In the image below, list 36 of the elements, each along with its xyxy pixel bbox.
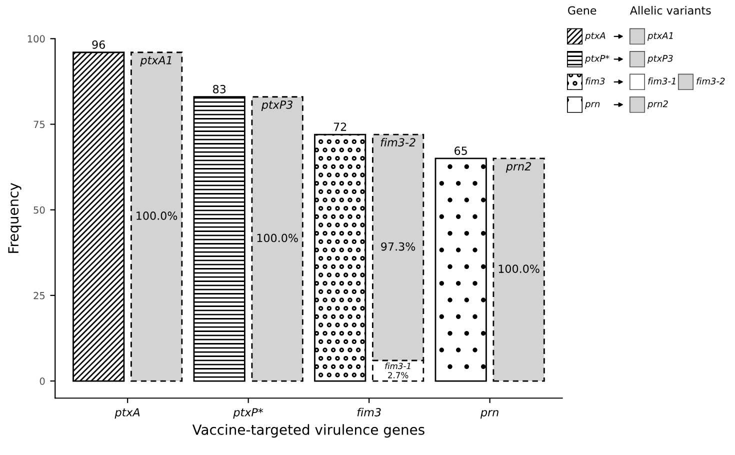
text: prn2 (506, 162, 531, 173)
data-label: 96 (92, 40, 105, 49)
x-axis-title: Vaccine-targeted virulence genes (192, 424, 424, 438)
annotation: 100.0% (257, 234, 298, 242)
x-tick-label: fim3 (357, 408, 381, 416)
text: Allelic variants (630, 6, 711, 15)
annotation: 100.0% (498, 264, 540, 273)
legend-label: ptxP3 (648, 54, 673, 64)
data-label: 72 (334, 122, 346, 131)
data-label: 83 (213, 84, 226, 94)
legend-label: fim3-2 (696, 78, 725, 85)
y-axis-title: Frequency (8, 182, 22, 253)
x-tick-label: prn (480, 410, 498, 419)
y-tick-label: 75 (34, 120, 45, 128)
annotation: 97.3% (381, 242, 416, 251)
y-tick-label: 100 (28, 35, 45, 43)
y-tick-label: 50 (34, 206, 45, 214)
text: ptxA1 (140, 56, 172, 67)
data-label: 65 (454, 146, 467, 155)
series-label: fim3-1 (385, 362, 410, 370)
legend-title: Gene (568, 6, 596, 15)
legend-label: prn2 (648, 100, 668, 110)
annotation: 100.0% (136, 212, 178, 220)
legend-label: ptxA1 (648, 32, 673, 41)
x-tick-label: ptxP* (233, 408, 264, 419)
y-tick-label: 25 (34, 292, 45, 300)
annotation: 2.7% (388, 372, 408, 378)
category-label: fim3 (586, 78, 605, 85)
category-label: prn (585, 102, 600, 110)
category-label: ptxP* (585, 54, 610, 64)
y-tick-label: 0 (40, 377, 45, 385)
text: fim3-1 (648, 78, 676, 85)
x-tick-label: ptxA (114, 408, 140, 419)
text: fim3-2 (380, 138, 416, 147)
category-label: ptxA (585, 32, 606, 41)
text: ptxP3 (261, 100, 292, 112)
